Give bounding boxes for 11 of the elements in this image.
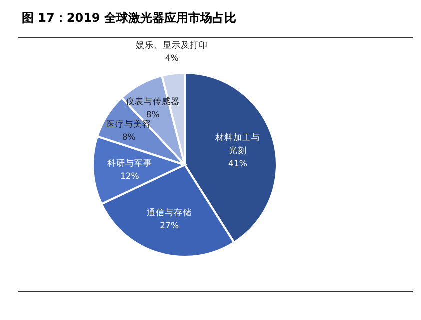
- data-label: 8%: [122, 133, 136, 144]
- data-label: 8%: [146, 110, 160, 120]
- slice-label: 通信与存储: [147, 208, 192, 219]
- data-label: 41%: [228, 160, 248, 170]
- data-label: 12%: [120, 172, 140, 182]
- data-label: 27%: [160, 222, 180, 232]
- slice-label: 材料加工与光刻: [214, 132, 261, 157]
- slice-label: 科研与军事: [107, 158, 152, 169]
- data-label: 4%: [165, 54, 179, 64]
- slice-label: 娱乐、显示及打印: [136, 40, 208, 51]
- chart-title: 图 17：2019 全球激光器应用市场占比: [22, 11, 236, 25]
